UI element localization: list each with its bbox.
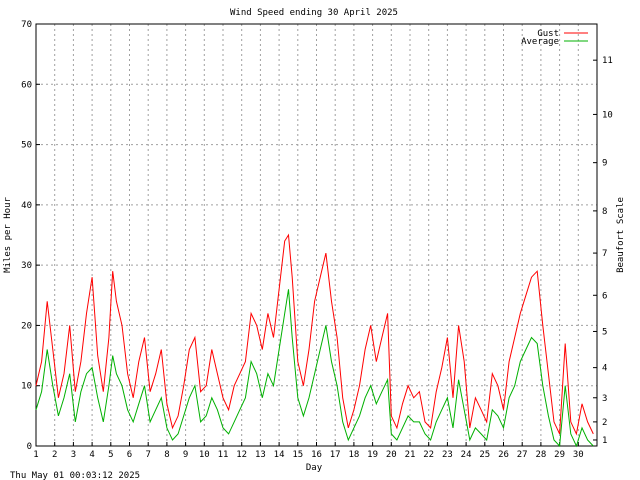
beaufort-tick-label: 5: [602, 327, 607, 337]
x-tick-label: 15: [292, 450, 303, 460]
x-axis-ticks: 1 2 3 4 5 6 7 8 9 10 11 12 13 14 15 16 17 18 19 20 21 22 23 24 2…: [33, 442, 584, 460]
beaufort-tick-label: 8: [602, 207, 607, 217]
beaufort-tick-label: 3: [602, 394, 607, 404]
legend-label-gust: Gust: [537, 29, 559, 39]
x-tick-label: 18: [348, 450, 359, 460]
y-tick-label: 50: [21, 141, 32, 151]
x-tick-label: 11: [218, 450, 229, 460]
x-tick-label: 27: [517, 450, 528, 460]
x-axis-label: Day: [306, 463, 323, 473]
x-tick-label: 4: [89, 450, 94, 460]
beaufort-tick-label: 11: [602, 56, 613, 66]
series-line-average: [35, 289, 594, 448]
x-tick-label: 10: [199, 450, 210, 460]
x-tick-label: 19: [367, 450, 378, 460]
y-axis-label: Miles per Hour: [3, 196, 13, 272]
series-lines: [35, 233, 594, 448]
x-tick-label: 20: [386, 450, 397, 460]
x-tick-label: 2: [52, 450, 57, 460]
x-tick-label: 29: [554, 450, 565, 460]
y-axis-ticks: 0 10 20 30 40 50 60 70: [21, 20, 40, 452]
beaufort-tick-label: 10: [602, 110, 613, 120]
x-tick-label: 28: [535, 450, 546, 460]
x-tick-label: 1: [33, 450, 38, 460]
x-tick-label: 26: [498, 450, 509, 460]
x-tick-label: 24: [461, 450, 472, 460]
x-tick-label: 6: [127, 450, 132, 460]
beaufort-tick-label: 4: [602, 364, 607, 374]
beaufort-tick-label: 2: [602, 418, 607, 428]
grid: [36, 24, 597, 446]
beaufort-tick-label: 7: [602, 249, 607, 259]
y-tick-label: 30: [21, 261, 32, 271]
x-tick-label: 22: [423, 450, 434, 460]
x-tick-label: 25: [479, 450, 490, 460]
x-tick-label: 5: [108, 450, 113, 460]
x-tick-label: 21: [405, 450, 416, 460]
y-tick-label: 0: [27, 442, 32, 452]
x-tick-label: 14: [274, 450, 285, 460]
x-tick-label: 16: [311, 450, 322, 460]
beaufort-tick-label: 1: [602, 436, 607, 446]
x-tick-label: 8: [164, 450, 169, 460]
legend-label-average: Average: [521, 37, 559, 47]
series-line-gust: [35, 233, 594, 436]
timestamp: Thu May 01 00:03:12 2025: [10, 471, 140, 480]
y-tick-label: 60: [21, 80, 32, 90]
y-tick-label: 20: [21, 321, 32, 331]
x-tick-label: 3: [71, 450, 76, 460]
beaufort-tick-label: 9: [602, 159, 607, 169]
x-tick-label: 23: [442, 450, 453, 460]
y-tick-label: 10: [21, 382, 32, 392]
y-tick-label: 70: [21, 20, 32, 30]
x-tick-label: 13: [255, 450, 266, 460]
y-tick-label: 40: [21, 201, 32, 211]
beaufort-tick-label: 6: [602, 291, 607, 301]
x-tick-label: 17: [330, 450, 341, 460]
chart-title: Wind Speed ending 30 April 2025: [230, 8, 398, 18]
x-tick-label: 30: [573, 450, 584, 460]
beaufort-axis-label: Beaufort Scale: [616, 197, 626, 273]
x-tick-label: 7: [145, 450, 150, 460]
x-tick-label: 9: [183, 450, 188, 460]
beaufort-axis-ticks: 1 2 3 4 5 6 7 8 9 10 11: [593, 56, 613, 446]
x-tick-label: 12: [236, 450, 247, 460]
